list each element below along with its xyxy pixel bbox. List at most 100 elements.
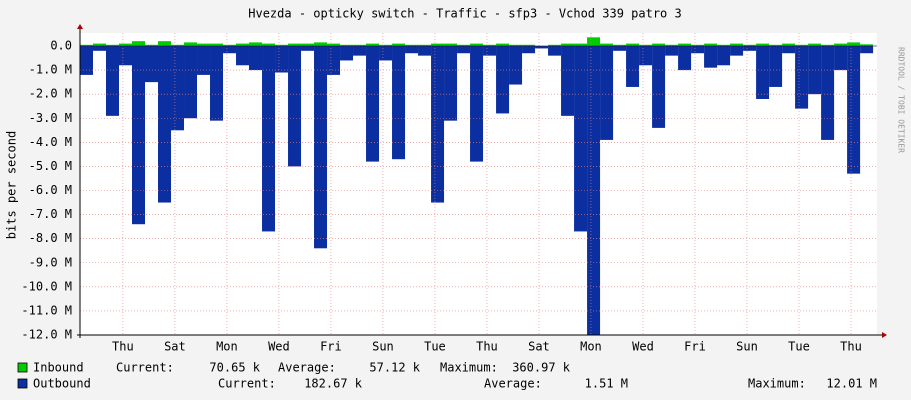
y-tick-label: -1.0 M [29,63,72,77]
y-tick-label: -8.0 M [29,231,72,245]
bar [522,44,536,47]
bar [574,43,588,47]
bar [80,44,94,47]
y-tick-label: -5.0 M [29,159,72,173]
bar [275,46,289,73]
bar [132,41,146,47]
y-tick-label: -4.0 M [29,135,72,149]
bar [574,46,588,232]
bar [847,42,861,47]
bar [236,43,250,47]
x-tick-label: Sat [528,340,550,354]
bar [860,44,874,47]
bar [158,46,172,203]
legend-swatch [17,378,28,389]
bar [379,44,393,47]
bar [743,44,757,47]
x-tick-label: Fri [684,340,706,354]
bar [665,44,679,47]
bar [301,43,315,47]
stat-value: 182.67 k [304,377,363,391]
bar [613,44,627,47]
bar [652,43,666,47]
bar [769,46,783,87]
y-tick-label: -2.0 M [29,87,72,101]
bar [366,43,380,47]
bar [678,43,692,47]
bar [405,46,419,54]
bar [353,46,367,56]
bar [171,46,185,131]
bar [327,46,341,75]
bar [184,46,198,119]
bar [366,46,380,162]
bar [340,44,354,47]
bar [93,46,107,51]
bar [392,46,406,160]
bar [288,46,302,167]
bar [496,43,510,47]
bar [782,46,796,54]
stat-value: 1.51 M [585,377,628,391]
bar [405,44,419,47]
bar [834,43,848,47]
legend-label: Outbound [33,377,91,391]
bar [561,43,575,47]
bar [691,46,705,54]
bar [379,46,393,61]
bar [483,44,497,47]
legend-label: Inbound [33,361,84,375]
stat-label: Average: [278,361,336,375]
y-tick-label: -10.0 M [21,279,72,293]
x-tick-label: Tue [424,340,446,354]
bar [119,43,133,47]
bar [353,44,367,47]
bar [795,44,809,47]
bar [535,46,549,49]
bar [548,44,562,47]
bar [210,46,224,121]
bar [834,46,848,71]
legend-swatch [17,362,28,373]
bar [483,46,497,56]
bar [704,46,718,68]
x-tick-label: Thu [112,340,134,354]
bar [626,46,640,87]
y-tick-label: -3.0 M [29,111,72,125]
bar [639,44,653,47]
bar [860,46,874,54]
bar [223,44,237,47]
bar [80,46,94,75]
bar [821,46,835,140]
stat-label: Average: [484,377,542,391]
chart-title: Hvezda - opticky switch - Traffic - sfp3… [248,7,681,21]
bar [470,46,484,162]
stat-label: Current: [116,361,174,375]
bar [665,46,679,56]
bar [145,46,159,83]
x-tick-label: Sun [736,340,758,354]
bar [418,46,432,56]
bar [782,43,796,47]
bar [119,46,133,66]
axis-arrow [77,24,83,29]
y-tick-label: -11.0 M [21,303,72,317]
bar [847,46,861,174]
bar [249,46,263,71]
bar [236,46,250,66]
bar [275,44,289,47]
bar [652,46,666,128]
y-tick-label: -6.0 M [29,183,72,197]
y-tick-label: -9.0 M [29,255,72,269]
bar [756,43,770,47]
bar [340,46,354,61]
stat-value: 70.65 k [209,361,260,375]
x-tick-label: Sat [164,340,186,354]
x-tick-label: Wed [268,340,290,354]
x-tick-label: Mon [216,340,238,354]
bar [431,46,445,203]
bar [821,44,835,47]
stat-value: 57.12 k [369,361,420,375]
bar [522,46,536,54]
